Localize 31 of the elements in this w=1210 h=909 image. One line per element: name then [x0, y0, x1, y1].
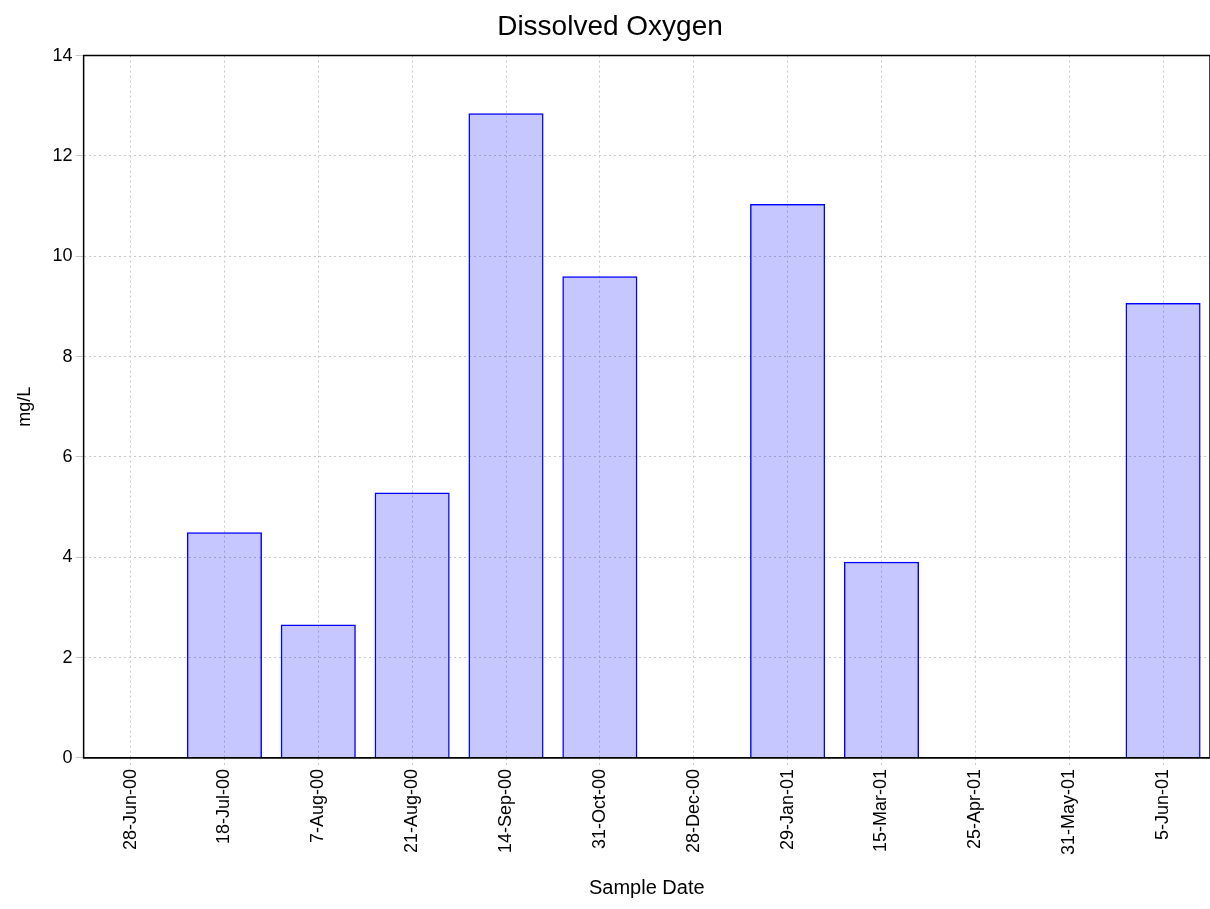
chart-title: Dissolved Oxygen — [497, 9, 723, 41]
x-tick-label: 25-Apr-01 — [964, 768, 985, 850]
y-tick-label: 6 — [62, 445, 73, 466]
bar — [280, 624, 356, 758]
bar — [468, 113, 544, 758]
y-tick-label: 14 — [52, 44, 73, 65]
x-tick-label: 28-Jun-00 — [119, 768, 140, 851]
bar — [374, 492, 450, 758]
x-tick-label: 7-Aug-00 — [307, 768, 328, 844]
y-axis-title: mg/L — [13, 386, 34, 427]
y-tick-label: 10 — [52, 245, 73, 266]
bar — [562, 276, 638, 758]
y-tick-label: 4 — [62, 546, 73, 567]
x-tick-label: 29-Jan-01 — [776, 768, 797, 851]
x-tick-label: 21-Aug-00 — [401, 768, 422, 854]
bar — [186, 532, 262, 758]
bar — [750, 204, 826, 758]
x-tick-label: 14-Sep-00 — [494, 768, 515, 854]
x-tick-label: 5-Jun-01 — [1152, 768, 1173, 841]
x-axis-title: Sample Date — [589, 875, 705, 898]
x-tick-label: 28-Dec-00 — [682, 768, 703, 854]
y-tick-label: 12 — [52, 144, 73, 165]
y-tick-label: 0 — [62, 746, 73, 767]
y-tick-label: 2 — [62, 646, 73, 667]
x-tick-label: 31-May-01 — [1058, 768, 1079, 856]
bar — [1125, 302, 1201, 758]
bar — [843, 561, 920, 758]
y-tick-label: 8 — [62, 345, 73, 366]
x-tick-label: 18-Jul-00 — [213, 768, 234, 845]
x-tick-label: 15-Mar-01 — [870, 768, 891, 852]
x-tick-label: 31-Oct-00 — [588, 768, 609, 850]
